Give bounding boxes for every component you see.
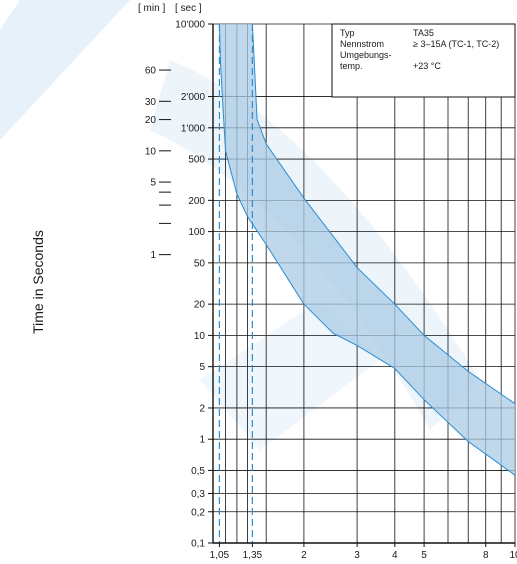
y-tick-label: 2'000 xyxy=(181,92,206,103)
x-tick-label: 2 xyxy=(301,550,307,561)
series-line-lower xyxy=(218,23,516,476)
y-tick-label: 200 xyxy=(188,196,205,207)
dashed-markers xyxy=(218,24,253,543)
minute-tick-label: 20 xyxy=(145,115,157,126)
y-tick-label: 0,3 xyxy=(191,489,205,500)
y-tick-label: 5 xyxy=(199,362,205,373)
info-label: Umgebungs-temp. xyxy=(340,50,392,71)
y-tick-labels: 10'000 2'000 1'000 500 200 100 50 20 10 5 2 1 0,5 0,3… xyxy=(175,20,213,550)
info-box: Typ TA35 Nennstrom ≥ 3–15A (TC-1, TC-2) Umge… xyxy=(331,23,516,98)
y-tick-label: 0,2 xyxy=(191,507,205,518)
series-line-upper xyxy=(251,23,516,405)
tolerance-band xyxy=(219,24,515,476)
y-tick-label: 2 xyxy=(199,403,205,414)
y-tick-label: 1'000 xyxy=(181,123,206,134)
curve-lines xyxy=(218,23,516,476)
y-tick-label: 10 xyxy=(194,331,206,342)
info-value: ≥ 3–15A (TC-1, TC-2) xyxy=(413,39,499,49)
x-tick-label: 10 xyxy=(509,550,517,561)
minute-tick-label: 30 xyxy=(145,97,157,108)
y-tick-label: 1 xyxy=(199,435,205,446)
unit-header-min: [ min ] xyxy=(138,3,165,14)
minute-tick-label: 60 xyxy=(145,66,157,77)
y-tick-label: 0,1 xyxy=(191,539,205,550)
y-tick-label: 0,5 xyxy=(191,466,205,477)
x-tick-label: 8 xyxy=(483,550,489,561)
y-tick-label: 100 xyxy=(188,227,205,238)
watermark-shape xyxy=(0,0,130,140)
info-value: +23 °C xyxy=(413,61,441,71)
minute-tick-label: 1 xyxy=(150,250,156,261)
info-label: Nennstrom xyxy=(340,39,384,49)
info-label-line: Umgebungs- xyxy=(340,50,392,60)
y-tick-label: 500 xyxy=(188,155,205,166)
minute-ticks: 60 30 20 10 5 1 xyxy=(145,66,171,261)
info-value: TA35 xyxy=(413,28,434,38)
band-area xyxy=(219,24,515,476)
x-tick-label: 1,35 xyxy=(243,550,263,561)
info-label-line: Typ xyxy=(340,28,355,38)
x-tick-label: 5 xyxy=(421,550,427,561)
x-tick-label: 3 xyxy=(354,550,360,561)
info-box-frame xyxy=(331,23,516,98)
y-axis-label: Time in Seconds xyxy=(30,230,46,334)
x-tick-label: 1,05 xyxy=(210,550,230,561)
info-label-line: temp. xyxy=(340,61,363,71)
y-tick-label: 20 xyxy=(194,300,206,311)
chart-grid xyxy=(213,23,516,544)
y-tick-label: 50 xyxy=(194,258,206,269)
minute-tick-label: 10 xyxy=(145,146,157,157)
minute-tick-label: 5 xyxy=(150,178,156,189)
chart-axes xyxy=(212,24,515,544)
info-label: Typ xyxy=(340,28,355,38)
watermark-shape xyxy=(200,300,380,450)
y-tick-label: 10'000 xyxy=(175,20,205,31)
x-tick-labels: 1,05 1,35 2 3 4 5 8 10 xyxy=(210,543,517,561)
info-label-line: Nennstrom xyxy=(340,39,384,49)
x-tick-label: 4 xyxy=(392,550,398,561)
unit-header-sec: [ sec ] xyxy=(175,3,202,14)
